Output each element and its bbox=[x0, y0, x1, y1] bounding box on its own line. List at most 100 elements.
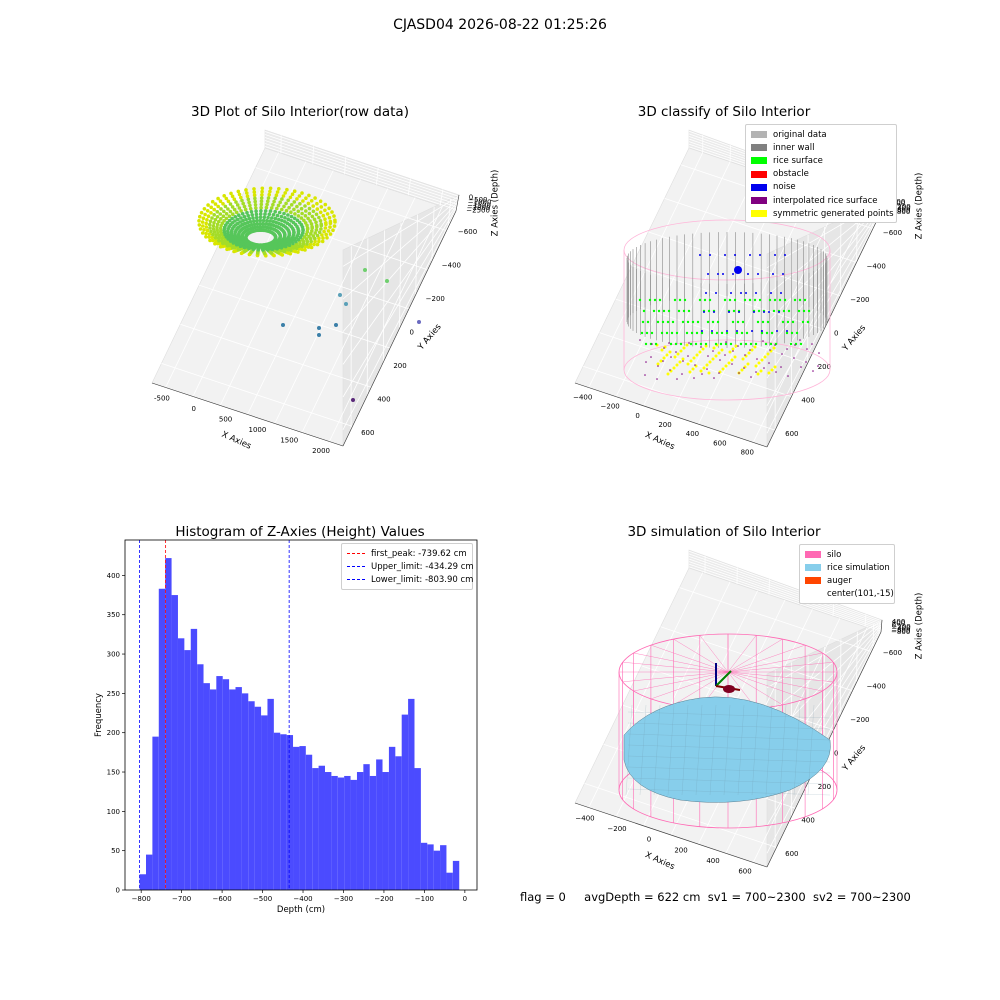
histogram-bar bbox=[318, 765, 325, 890]
y-tick-label: 100 bbox=[107, 808, 120, 816]
histogram-bar bbox=[299, 746, 306, 890]
raw-plot-title: 3D Plot of Silo Interior(row data) bbox=[191, 104, 409, 120]
z-tick-label: −2500 bbox=[466, 207, 490, 215]
z-axis-label: Z Axies (Depth) bbox=[491, 170, 501, 237]
histogram-bar bbox=[293, 746, 300, 890]
x-tick-label: 600 bbox=[738, 868, 751, 876]
legend-entry: inner wall bbox=[751, 141, 891, 154]
histogram-bar bbox=[286, 735, 294, 890]
histogram-bar bbox=[369, 775, 377, 890]
y-tick-label: 200 bbox=[107, 729, 120, 737]
z-tick-label: −800 bbox=[891, 628, 910, 636]
z-tick-label: −1000 bbox=[468, 199, 492, 207]
y-tick-label: 0 bbox=[834, 750, 838, 758]
histogram-bar bbox=[446, 872, 453, 890]
legend-entry: silo bbox=[805, 548, 889, 561]
x-tick-label: 2000 bbox=[312, 447, 330, 455]
histogram-bar bbox=[344, 775, 351, 890]
legend-label: original data bbox=[773, 129, 827, 140]
sv2-text: sv2 = 700~2300 bbox=[812, 890, 911, 904]
x-tick-label: −700 bbox=[172, 895, 191, 903]
y-tick-label: −600 bbox=[458, 228, 477, 236]
legend-label: Upper_limit: -434.29 cm bbox=[371, 561, 474, 572]
histogram-title: Histogram of Z-Axies (Height) Values bbox=[175, 524, 425, 540]
legend-swatch bbox=[751, 210, 767, 218]
z-tick-label: −200 bbox=[892, 203, 911, 211]
histogram-bar bbox=[177, 638, 185, 890]
histogram-x-ticks: −800 −700 −600 −500 −400 −300 −200 −100 0 bbox=[132, 890, 467, 903]
x-tick-label: 600 bbox=[713, 439, 726, 447]
z-tick-label: −400 bbox=[891, 625, 910, 633]
x-tick-label: −400 bbox=[293, 895, 312, 903]
z-tick-label: 200 bbox=[892, 620, 905, 628]
y-tick-label: 150 bbox=[107, 769, 120, 777]
x-axis-line bbox=[574, 802, 768, 868]
histogram-bar bbox=[209, 689, 217, 890]
figure-title: CJASD04 2026-08-22 01:25:26 bbox=[393, 17, 607, 33]
histogram-bar bbox=[190, 628, 198, 890]
histogram-bar bbox=[273, 732, 281, 890]
z-tick-label: −600 bbox=[891, 626, 910, 634]
simulation-plot-title: 3D simulation of Silo Interior bbox=[627, 524, 821, 540]
auger-center bbox=[723, 685, 735, 693]
histogram-bar bbox=[452, 860, 460, 890]
z-tick-label: 0 bbox=[892, 621, 896, 629]
x-tick-label: −200 bbox=[607, 825, 626, 833]
z-tick-label: −400 bbox=[891, 205, 910, 213]
z-tick-label: −200 bbox=[892, 623, 911, 631]
y-tick-label: −200 bbox=[850, 716, 869, 724]
histogram-bars bbox=[139, 558, 460, 890]
x-tick-label: −800 bbox=[132, 895, 151, 903]
legend-swatch bbox=[751, 170, 767, 178]
x-tick-label: 1000 bbox=[249, 426, 267, 434]
z-tick-label: −1500 bbox=[467, 201, 491, 209]
legend-label: auger bbox=[827, 575, 852, 586]
legend-label: first_peak: -739.62 cm bbox=[371, 548, 467, 559]
legend-swatch bbox=[751, 157, 767, 165]
y-tick-label: −600 bbox=[883, 649, 902, 657]
legend-entry: original data bbox=[751, 128, 891, 141]
x-tick-labels: −400 −200 0 200 400 600 bbox=[575, 814, 751, 875]
x-tick-label: −400 bbox=[573, 394, 592, 402]
z-tick-label: −600 bbox=[891, 206, 910, 214]
y-tick-label: 400 bbox=[801, 397, 814, 405]
legend-entry: first_peak: -739.62 cm bbox=[347, 547, 467, 560]
histogram-bar bbox=[158, 588, 166, 890]
legend-entry: center(101,-15) bbox=[805, 588, 894, 601]
histogram-bar bbox=[331, 775, 338, 890]
histogram-bar bbox=[356, 772, 364, 890]
histogram-bar bbox=[382, 772, 389, 890]
histogram-bar bbox=[267, 698, 274, 890]
legend-swatch bbox=[751, 197, 767, 205]
z-axis-line bbox=[880, 619, 883, 633]
x-tick-label: −400 bbox=[575, 814, 594, 822]
z-tick-label: 400 bbox=[892, 198, 905, 206]
y-tick-label: −400 bbox=[442, 261, 461, 269]
x-tick-label: −500 bbox=[253, 895, 272, 903]
histogram-bar bbox=[401, 714, 409, 890]
histogram-bar bbox=[165, 558, 172, 890]
x-tick-label: −600 bbox=[212, 895, 231, 903]
histogram-bar bbox=[280, 734, 287, 890]
histogram-bar bbox=[184, 650, 191, 890]
y-tick-label: 200 bbox=[393, 362, 406, 370]
z-tick-label: 400 bbox=[892, 618, 905, 626]
legend-entry: rice simulation bbox=[805, 561, 890, 574]
y-tick-label: 400 bbox=[801, 817, 814, 825]
histogram-bar bbox=[197, 664, 204, 890]
y-tick-label: 0 bbox=[116, 887, 120, 895]
legend-label: Lower_limit: -803.90 cm bbox=[371, 574, 474, 585]
legend-entry: auger bbox=[805, 574, 889, 587]
histogram-bar bbox=[171, 595, 178, 890]
histogram-bar bbox=[254, 706, 262, 890]
x-tick-label: 500 bbox=[219, 415, 232, 423]
legend-swatch bbox=[805, 577, 821, 585]
y-tick-label: 400 bbox=[107, 572, 120, 580]
legend-entry: noise bbox=[751, 181, 891, 194]
legend-swatch bbox=[347, 553, 365, 555]
legend-label: obstacle bbox=[773, 169, 809, 180]
z-tick-label: 200 bbox=[892, 200, 905, 208]
x-tick-label: 0 bbox=[192, 405, 196, 413]
